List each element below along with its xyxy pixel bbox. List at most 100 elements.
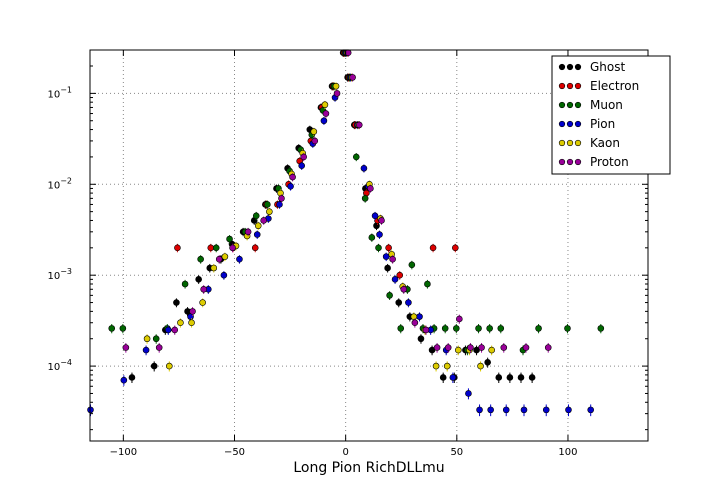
data-point [389,255,396,263]
data-point [322,110,330,117]
data-point [155,344,163,351]
y-tick-label: 10−2 [47,176,72,191]
data-point [382,253,390,260]
data-point [385,244,392,252]
legend-marker [558,63,566,71]
data-point [587,406,594,414]
legend-box [551,55,671,175]
data-point [189,308,196,315]
data-point [408,261,416,269]
axis-ticks: −100 −50 0 50 100 10−1 10−2 10−3 10−4 [47,50,648,458]
data-point [441,325,449,332]
data-point [487,406,494,414]
data-point [378,217,385,224]
legend-marker [574,82,582,90]
data-point [333,90,341,97]
data-point [422,326,430,334]
data-point [252,212,260,220]
data-point [278,195,285,202]
data-point [332,82,340,90]
data-point [395,299,403,306]
legend-marker [574,101,582,109]
legend-marker [566,63,574,71]
data-point [188,319,195,327]
data-point [197,255,204,263]
legend-entry-proton: Proton [558,155,629,169]
data-point [108,325,116,332]
data-point [375,244,382,252]
data-point [465,390,472,397]
data-point [416,313,423,320]
data-marks [87,49,605,417]
legend-label: Electron [590,79,639,93]
y-tick-label: 10−4 [47,358,72,373]
data-point [220,271,228,279]
legend-entry-muon: Muon [558,98,623,112]
legend-entry-ghost: Ghost [558,60,625,74]
data-point [497,325,505,332]
data-point [276,201,283,208]
data-point [476,406,483,414]
data-point [300,153,307,161]
data-point [200,285,207,293]
data-point [488,346,495,354]
data-point [165,326,172,334]
data-point [150,362,158,370]
data-point [500,344,508,351]
data-point [477,362,484,370]
data-point [251,244,259,252]
legend-marker [558,158,566,166]
data-point [253,231,261,238]
data-point [520,406,528,414]
data-point [143,335,151,343]
data-point [400,285,408,293]
legend: Ghost Electron Muon Pion Kaon Proton [551,55,671,175]
data-point [475,325,482,332]
legend-marker [566,158,574,166]
series-proton [122,49,552,353]
data-point [199,299,206,306]
data-point [565,406,572,414]
data-point [544,344,552,351]
data-point [287,183,294,190]
data-point [368,234,376,241]
data-point [195,276,202,283]
legend-entry-kaon: Kaon [558,136,620,150]
y-tick-label: 10−3 [47,267,72,282]
data-point [361,195,369,202]
plot-frame [89,49,649,442]
data-point [452,244,459,252]
data-point [210,264,218,272]
data-point [207,244,215,252]
data-point [410,313,418,320]
data-point [444,344,452,351]
data-point [449,374,457,381]
data-point [397,325,405,332]
data-point [429,244,437,252]
data-point [417,335,425,343]
data-point [564,325,571,332]
data-point [321,101,329,109]
data-point [310,128,318,135]
data-point [453,325,460,332]
data-point [367,185,374,192]
data-point [542,406,550,414]
series-pion [87,49,594,417]
data-point [535,325,542,332]
data-point [120,376,128,384]
x-tick-label: 100 [558,447,577,458]
data-point [320,117,328,125]
y-tick-label: 10−1 [47,85,72,100]
data-point [522,344,530,351]
data-point [355,121,363,129]
data-point [495,374,503,381]
data-point [215,255,223,263]
legend-marker [574,139,582,147]
data-point [439,374,447,381]
data-point [455,346,462,354]
legend-marker [566,139,574,147]
data-point [264,201,271,208]
data-point [486,325,493,332]
legend-label: Ghost [590,60,625,74]
